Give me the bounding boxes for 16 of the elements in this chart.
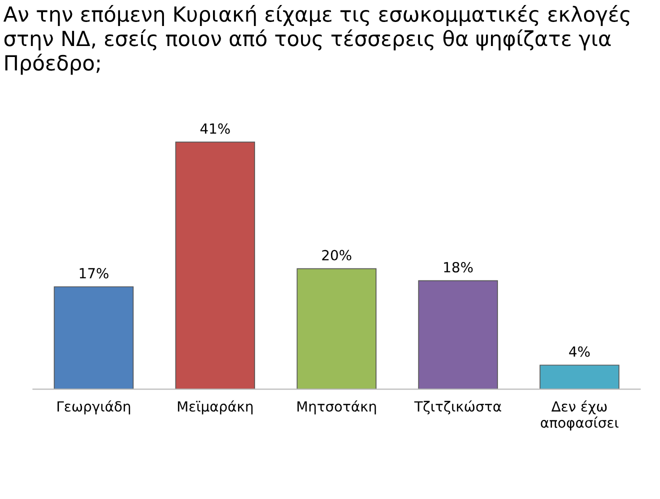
x-tick-label: Τζιτζικώστα bbox=[414, 400, 502, 414]
bar bbox=[540, 364, 620, 390]
bar bbox=[296, 268, 376, 390]
chart-title: Αν την επόμενη Κυριακή είχαμε τις εσωκομματικές εκλογές στην ΝΔ, εσείς ποιον από τους τέσσερεις θα ψηφίζατε για Πρόεδρο; bbox=[3, 4, 630, 75]
bar bbox=[175, 142, 256, 390]
bar bbox=[418, 280, 498, 390]
x-tick-label: Δεν έχω αποφασίσει bbox=[540, 400, 618, 431]
data-label: 20% bbox=[322, 250, 352, 260]
x-tick-label: Γεωργιάδη bbox=[58, 400, 130, 414]
data-label: 4% bbox=[569, 346, 590, 357]
data-label: 18% bbox=[444, 262, 473, 272]
data-label: 41% bbox=[200, 123, 230, 134]
data-label: 17% bbox=[80, 268, 108, 279]
x-tick-label: Μητσοτάκη bbox=[297, 400, 376, 414]
bar bbox=[54, 286, 134, 390]
x-tick-label: Μεϊμαράκη bbox=[178, 400, 253, 414]
